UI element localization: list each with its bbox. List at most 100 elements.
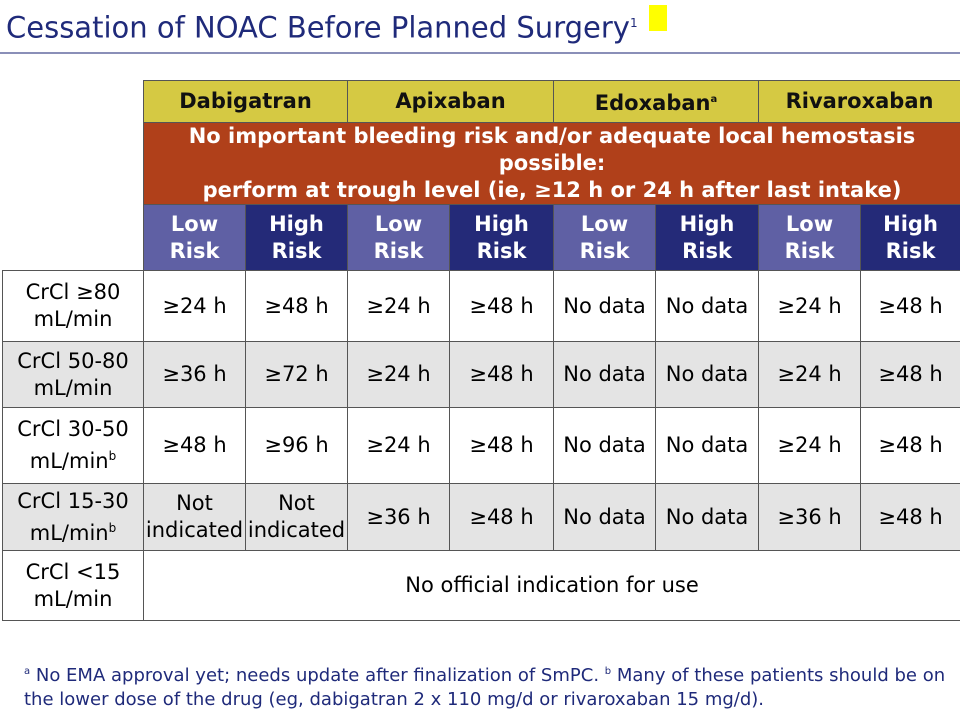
- row-label: CrCl 15-30 mL/minb: [2, 483, 144, 551]
- row-footnote-marker: b: [108, 520, 117, 535]
- footnote-text-a: No EMA approval yet; needs update after …: [30, 665, 605, 686]
- table-row-crcl-50-80: CrCl 50-80 mL/min ≥36 h ≥72 h ≥24 h ≥48 h…: [2, 341, 960, 408]
- slide-title: Cessation of NOAC Before Planned Surgery…: [6, 4, 946, 46]
- footnote-marker-a: a: [24, 666, 31, 677]
- risk-blank: [3, 205, 144, 271]
- table-cell-not-indicated: Not indicated: [143, 483, 246, 551]
- table-cell: ≥48 h: [448, 407, 555, 484]
- risk-word: Risk: [476, 238, 527, 263]
- risk-header-low: Low Risk: [553, 204, 657, 271]
- risk-word: Risk: [784, 238, 835, 263]
- risk-word: Low: [374, 211, 423, 236]
- table-row-crcl-80: CrCl ≥80 mL/min ≥24 h ≥48 h ≥24 h ≥48 h N…: [2, 270, 960, 342]
- risk-header-high: High Risk: [245, 204, 348, 271]
- risk-word: High: [474, 211, 529, 236]
- row-label: CrCl <15 mL/min: [2, 550, 144, 621]
- risk-header-low: Low Risk: [143, 204, 246, 271]
- drug-name: Rivaroxaban: [785, 89, 934, 113]
- cell-line-2: indicated: [247, 518, 346, 542]
- banner-line-2: perform at trough level (ie, ≥12 h or 24…: [202, 178, 902, 202]
- table-cell: No data: [655, 341, 760, 408]
- drug-header-rivaroxaban: Rivaroxaban: [758, 80, 960, 123]
- row-label-line-1: CrCl 50-80: [17, 348, 129, 373]
- title-superscript: 1: [629, 16, 638, 30]
- table-cell: ≥48 h: [448, 270, 555, 342]
- drug-header-dabigatran: Dabigatran: [143, 80, 348, 123]
- table-cell: ≥24 h: [347, 341, 450, 408]
- table-cell: ≥36 h: [347, 483, 450, 551]
- table-cell: ≥24 h: [143, 270, 246, 342]
- table-cell: No data: [655, 407, 760, 484]
- risk-header-row: Low Risk High Risk Low Risk High Risk Low Ris…: [3, 204, 960, 271]
- table-cell: ≥24 h: [758, 407, 862, 484]
- risk-header-high: High Risk: [655, 204, 760, 271]
- table-cell: ≥48 h: [860, 270, 960, 342]
- table-cell: ≥36 h: [143, 341, 246, 408]
- risk-word: Low: [170, 211, 219, 236]
- row-label-unit: mL/min: [33, 307, 113, 331]
- table-cell-not-indicated: Not indicated: [245, 483, 348, 551]
- banner-line-1: No important bleeding risk and/or adequa…: [188, 124, 916, 175]
- drug-header-edoxaban: Edoxabana: [553, 80, 760, 123]
- table-cell: No data: [553, 341, 657, 408]
- row-label-unit: mL/min: [29, 449, 109, 473]
- row-label-unit: mL/min: [33, 375, 113, 400]
- risk-word: Risk: [885, 238, 936, 263]
- table-cell: No data: [553, 270, 657, 342]
- table-cell: ≥48 h: [860, 341, 960, 408]
- title-highlight-marker: [649, 5, 667, 31]
- risk-word: High: [679, 211, 735, 236]
- banner-blank: [3, 123, 144, 205]
- row-label-line-2: mL/min: [3, 375, 143, 402]
- table-cell: ≥48 h: [448, 341, 555, 408]
- row-label-line-2: mL/minb: [3, 443, 143, 475]
- row-label: CrCl 30-50 mL/minb: [2, 407, 144, 484]
- table-cell: ≥24 h: [758, 270, 862, 342]
- risk-word: Low: [785, 211, 834, 236]
- footnote: a No EMA approval yet; needs update afte…: [24, 660, 954, 712]
- risk-word: High: [269, 211, 324, 236]
- table-cell: ≥48 h: [860, 483, 960, 551]
- risk-word: Risk: [579, 238, 630, 263]
- bleeding-risk-banner: No important bleeding risk and/or adequa…: [142, 122, 960, 205]
- footnote-text-b: Many of these patients should be on the …: [24, 665, 946, 710]
- row-label-line-2: mL/min: [3, 306, 143, 333]
- drug-footnote-marker: a: [710, 94, 718, 105]
- table-cell: ≥24 h: [347, 407, 450, 484]
- row-label-line-1: CrCl <15: [25, 559, 121, 584]
- title-divider: [0, 52, 960, 54]
- risk-word: Risk: [271, 238, 322, 263]
- row-footnote-marker: b: [108, 449, 117, 463]
- risk-word: Low: [580, 211, 629, 236]
- risk-header-high: High Risk: [448, 204, 555, 271]
- table-cell: ≥48 h: [860, 407, 960, 484]
- table-cell: No data: [655, 483, 760, 551]
- risk-word: Risk: [169, 238, 220, 263]
- banner-row: No important bleeding risk and/or adequa…: [3, 122, 960, 205]
- table-cell: ≥48 h: [448, 483, 555, 551]
- table-cell: ≥48 h: [143, 407, 246, 484]
- row-label-line-1: CrCl 30-50: [17, 417, 129, 441]
- cell-line-2: indicated: [145, 518, 244, 542]
- footnote-marker-b: b: [604, 666, 612, 677]
- risk-word: Risk: [373, 238, 424, 263]
- table-row-crcl-15-30: CrCl 15-30 mL/minb Not indicated Not indica…: [2, 483, 960, 551]
- table-cell: ≥48 h: [245, 270, 348, 342]
- drug-name: Edoxaban: [594, 91, 711, 115]
- risk-word: Risk: [682, 238, 732, 263]
- corner-blank: [3, 81, 144, 123]
- risk-header-low: Low Risk: [347, 204, 450, 271]
- cell-line-1: Not: [176, 491, 213, 515]
- table-row-crcl-30-50: CrCl 30-50 mL/minb ≥48 h ≥96 h ≥24 h ≥48 …: [2, 407, 960, 484]
- table-cell: No data: [553, 483, 657, 551]
- noac-cessation-table: Dabigatran Apixaban Edoxabana Rivaroxaba…: [2, 80, 960, 621]
- row-label: CrCl 50-80 mL/min: [2, 341, 144, 408]
- row-label-unit: mL/min: [29, 520, 109, 545]
- table-cell: ≥96 h: [245, 407, 348, 484]
- cell-line-1: Not: [278, 491, 315, 515]
- table-cell: ≥24 h: [347, 270, 450, 342]
- row-label-line-2: mL/min: [33, 586, 113, 611]
- table-cell: ≥72 h: [245, 341, 348, 408]
- table-cell: ≥36 h: [758, 483, 862, 551]
- drug-header-apixaban: Apixaban: [346, 80, 555, 123]
